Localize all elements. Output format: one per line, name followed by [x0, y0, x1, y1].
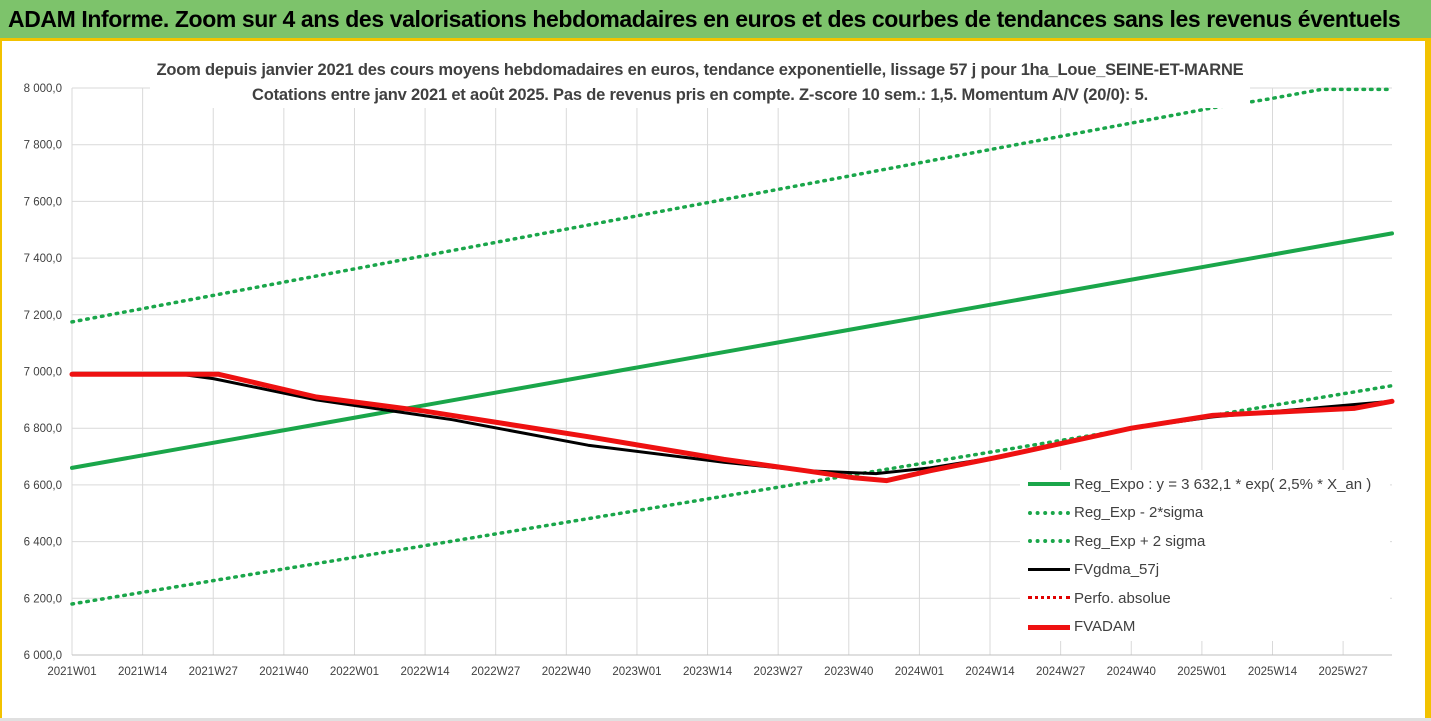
y-tick-label: 6 000,0	[24, 650, 62, 662]
y-tick-label: 6 600,0	[24, 480, 62, 492]
legend-label-reg-expo: Reg_Expo : y = 3 632,1 * exp( 2,5% * X_a…	[1074, 475, 1372, 493]
report-title: ADAM Informe. Zoom sur 4 ans des valoris…	[8, 6, 1401, 32]
series-line-reg-expo	[70, 231, 1394, 470]
x-tick-label: 2023W14	[683, 666, 733, 678]
chart-title: Zoom depuis janvier 2021 des cours moyen…	[150, 58, 1250, 108]
legend-label-fvadam: FVADAM	[1074, 618, 1136, 636]
y-tick-label: 6 800,0	[24, 423, 62, 435]
x-tick-label: 2025W14	[1248, 666, 1298, 678]
y-tick-label: 7 400,0	[24, 253, 62, 265]
x-tick-label: 2025W27	[1318, 666, 1367, 678]
x-tick-label: 2024W01	[895, 666, 944, 678]
x-tick-label: 2024W27	[1036, 666, 1085, 678]
series-line-fvadam	[69, 371, 1395, 484]
frame-left-border	[0, 38, 2, 721]
legend-swatch-reg-plus	[1028, 534, 1070, 548]
legend-swatch-perfo	[1028, 591, 1070, 605]
x-tick-label: 2022W14	[400, 666, 450, 678]
y-tick-label: 8 000,0	[24, 83, 62, 95]
legend-label-perfo: Perfo. absolue	[1074, 589, 1171, 607]
series-line-reg-minus	[70, 383, 1394, 606]
x-tick-label: 2021W01	[47, 666, 96, 678]
series-line-reg-plus	[70, 87, 1394, 324]
legend-swatch-fvgdma	[1028, 563, 1070, 577]
chart-frame	[0, 38, 1431, 721]
legend-item-fvadam: FVADAM	[1020, 613, 1390, 642]
legend-label-reg-minus: Reg_Exp - 2*sigma	[1074, 504, 1204, 522]
legend-swatch-fvadam	[1028, 620, 1070, 634]
x-tick-label: 2022W27	[471, 666, 520, 678]
chart-legend: Reg_Expo : y = 3 632,1 * exp( 2,5% * X_a…	[1020, 470, 1390, 641]
y-axis: 8 000,0 7 800,0 7 600,0 7 400,0 7 200,0 7 000…	[24, 83, 62, 662]
x-tick-label: 2023W40	[824, 666, 873, 678]
x-tick-label: 2024W14	[965, 666, 1015, 678]
chart-title-line-1: Zoom depuis janvier 2021 des cours moyen…	[156, 61, 1244, 79]
legend-item-reg-minus: Reg_Exp - 2*sigma	[1020, 499, 1390, 528]
x-tick-label: 2021W40	[259, 666, 308, 678]
series-layer	[69, 87, 1395, 606]
chart-title-line-2: Cotations entre janv 2021 et août 2025. …	[252, 86, 1148, 104]
y-tick-label: 7 000,0	[24, 367, 62, 379]
legend-label-fvgdma: FVgdma_57j	[1074, 561, 1160, 579]
y-tick-label: 7 200,0	[24, 310, 62, 322]
legend-item-perfo: Perfo. absolue	[1020, 584, 1390, 613]
x-tick-label: 2023W01	[612, 666, 661, 678]
x-tick-label: 2024W40	[1107, 666, 1156, 678]
legend-item-reg-plus: Reg_Exp + 2 sigma	[1020, 527, 1390, 556]
legend-swatch-reg-expo	[1028, 477, 1070, 491]
x-tick-label: 2021W14	[118, 666, 168, 678]
legend-label-reg-plus: Reg_Exp + 2 sigma	[1074, 532, 1206, 550]
x-tick-label: 2022W40	[542, 666, 591, 678]
y-tick-label: 6 200,0	[24, 593, 62, 605]
x-tick-label: 2021W27	[189, 666, 238, 678]
legend-item-reg-expo: Reg_Expo : y = 3 632,1 * exp( 2,5% * X_a…	[1020, 470, 1390, 499]
legend-swatch-reg-minus	[1028, 506, 1070, 520]
x-axis: 2021W01 2021W14 2021W27 2021W40 2022W01 2022W…	[47, 666, 1367, 678]
frame-bottom-border	[0, 718, 1431, 721]
y-tick-label: 7 600,0	[24, 196, 62, 208]
y-tick-label: 6 400,0	[24, 537, 62, 549]
report-banner	[0, 0, 1431, 38]
y-tick-label: 7 800,0	[24, 140, 62, 152]
legend-item-fvgdma: FVgdma_57j	[1020, 556, 1390, 585]
x-tick-label: 2025W01	[1177, 666, 1226, 678]
x-tick-label: 2022W01	[330, 666, 379, 678]
frame-right-border	[1425, 38, 1431, 721]
x-tick-label: 2023W27	[754, 666, 803, 678]
